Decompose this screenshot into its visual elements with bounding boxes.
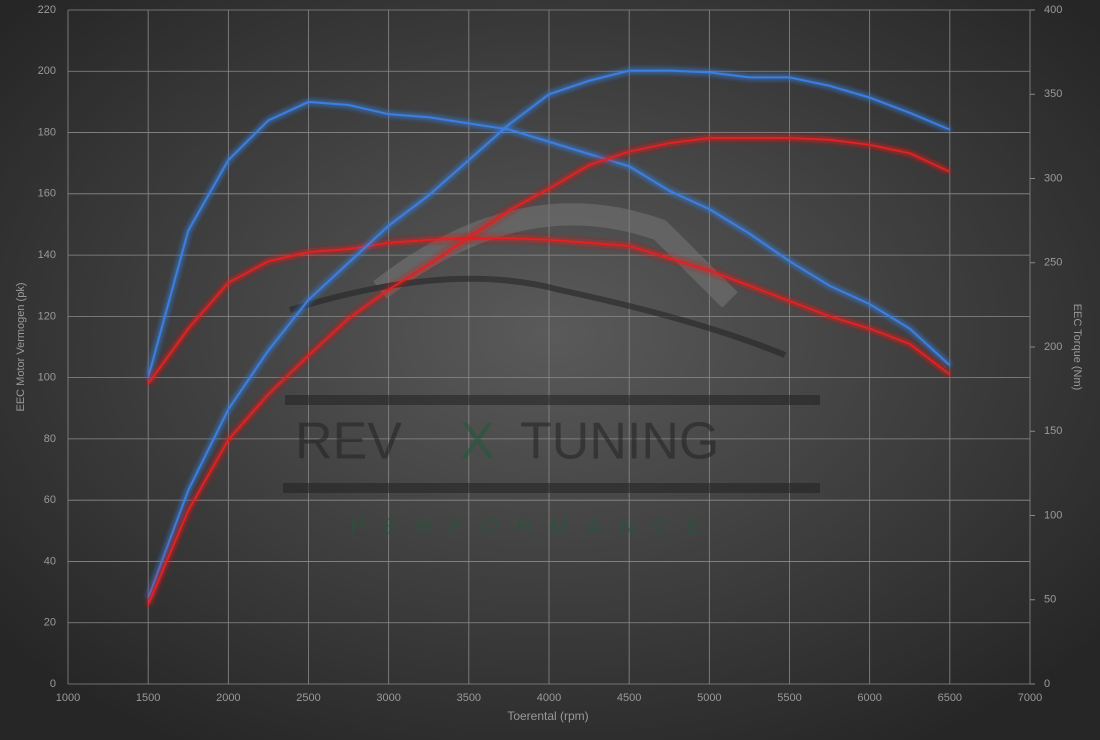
y2-axis-label: EEC Torque (Nm): [1071, 304, 1083, 391]
x-tick-label: 3500: [457, 692, 481, 704]
x-tick-label: 1000: [56, 692, 80, 704]
y-tick-label: 120: [38, 310, 56, 322]
logo-tagline: PERFORMANCE: [350, 514, 719, 539]
y-tick-label: 220: [38, 4, 56, 16]
y2-tick-label: 350: [1044, 88, 1062, 100]
y2-tick-label: 400: [1044, 4, 1062, 16]
x-tick-label: 2500: [296, 692, 320, 704]
x-tick-label: 6000: [857, 692, 881, 704]
y-axis-label: EEC Motor Vermogen (pk): [15, 283, 27, 412]
x-tick-label: 2000: [216, 692, 240, 704]
x-tick-label: 5500: [777, 692, 801, 704]
y-tick-label: 100: [38, 372, 56, 384]
y2-tick-label: 300: [1044, 172, 1062, 184]
x-tick-label: 1500: [136, 692, 160, 704]
y2-tick-label: 0: [1044, 678, 1050, 690]
y2-tick-label: 150: [1044, 425, 1062, 437]
x-axis-label: Toerental (rpm): [507, 709, 588, 723]
y-tick-label: 20: [44, 617, 56, 629]
y2-tick-label: 200: [1044, 341, 1062, 353]
logo-text: REV: [295, 413, 402, 471]
y-tick-label: 200: [38, 65, 56, 77]
line: [147, 69, 951, 599]
y2-tick-label: 250: [1044, 257, 1062, 269]
logo-bar: [283, 483, 820, 493]
x-tick-label: 5000: [697, 692, 721, 704]
y-tick-label: 40: [44, 555, 56, 567]
y-tick-label: 160: [38, 188, 56, 200]
y-tick-label: 140: [38, 249, 56, 261]
x-tick-label: 6500: [938, 692, 962, 704]
watermark: REV X TUNING PERFORMANCE: [283, 203, 820, 539]
y2-tick-label: 50: [1044, 594, 1056, 606]
y-tick-label: 80: [44, 433, 56, 445]
logo-gauge: [373, 203, 738, 308]
y-tick-label: 0: [50, 678, 56, 690]
line: [147, 237, 951, 385]
x-tick-label: 4500: [617, 692, 641, 704]
logo-text: X: [460, 413, 495, 471]
y-tick-label: 60: [44, 494, 56, 506]
logo-text: TUNING: [520, 413, 719, 471]
x-tick-label: 3000: [376, 692, 400, 704]
x-tick-label: 4000: [537, 692, 561, 704]
logo-bar: [285, 395, 820, 405]
line: [147, 137, 951, 606]
y2-tick-label: 100: [1044, 509, 1062, 521]
y-tick-label: 180: [38, 126, 56, 138]
logo-car: [289, 275, 787, 358]
line: [147, 100, 951, 378]
x-tick-label: 7000: [1018, 692, 1042, 704]
